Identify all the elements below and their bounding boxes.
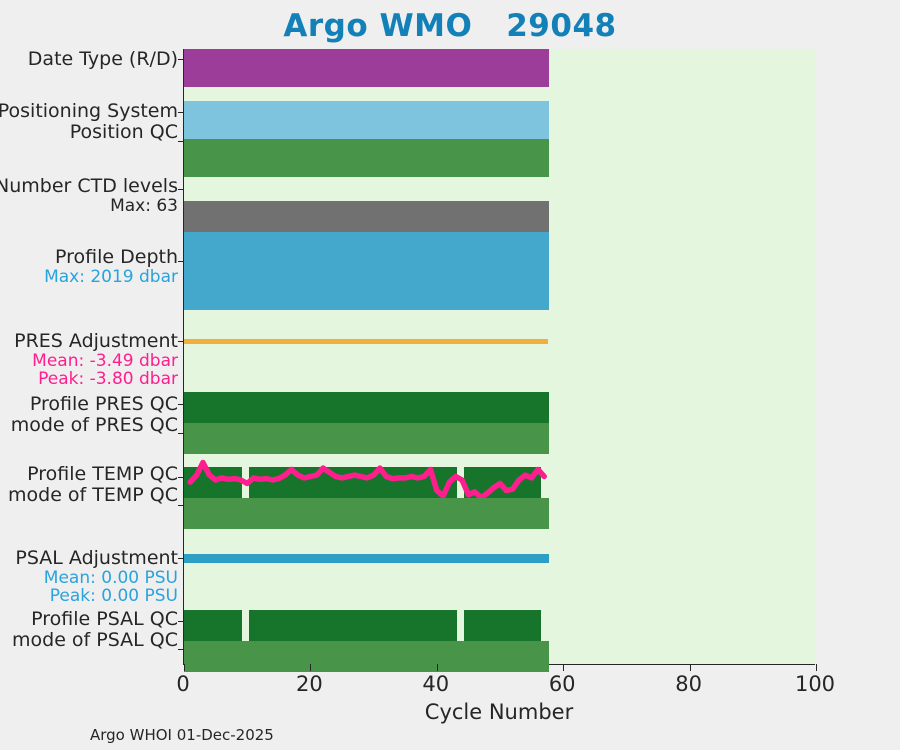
bar-segment [184, 610, 242, 641]
row-label-mode-of-psal-qc-text: mode of PSAL QC [12, 628, 178, 651]
row-label-pres-adjustment-mean: Mean: -3.49 dbar [32, 350, 178, 371]
row-label-psal-adjustment-mean: Mean: 0.00 PSU [43, 567, 178, 588]
row-label-psal-adjustment: PSAL Adjustment Mean: 0.00 PSU Peak: 0.0… [15, 548, 178, 605]
xtick-label-40: 40 [422, 672, 450, 696]
ytick-date-type [178, 59, 184, 60]
row-label-pres-adjustment: PRES Adjustment Mean: -3.49 dbar Peak: -… [14, 331, 178, 388]
xtick-label-100: 100 [794, 672, 836, 696]
row-label-profile-pres-qc: Profile PRES QC mode of PRES QC [11, 394, 178, 435]
bar-mode-of-temp-qc [184, 498, 549, 529]
row-label-mode-of-temp-qc-text: mode of TEMP QC [8, 483, 178, 506]
line-pres-adjustment [184, 339, 548, 344]
ytick-psal-adjustment [178, 558, 184, 559]
xtick-label-0: 0 [176, 672, 190, 696]
bar-segment [249, 467, 457, 498]
row-label-number-ctd-levels-text: Number CTD levels [0, 175, 178, 197]
bar-position-qc [184, 139, 549, 177]
row-label-psal-adjustment-peak: Peak: 0.00 PSU [49, 585, 178, 606]
bar-segment [464, 610, 541, 641]
row-label-pres-adjustment-text: PRES Adjustment [14, 330, 178, 352]
row-label-position-qc-text: Position QC [69, 120, 178, 143]
bar-segment [249, 610, 457, 641]
bar-date-type [184, 49, 549, 87]
row-label-profile-temp-qc-text: Profile TEMP QC [27, 463, 178, 485]
row-label-number-ctd-levels-max: Max: 63 [110, 195, 178, 216]
row-label-profile-psal-qc: Profile PSAL QC mode of PSAL QC [12, 609, 178, 650]
row-label-pres-adjustment-peak: Peak: -3.80 dbar [38, 368, 178, 389]
bar-profile-psal-qc [184, 610, 549, 641]
ytick-position-qc [178, 141, 184, 142]
xtick-label-60: 60 [548, 672, 576, 696]
xtick-label-80: 80 [675, 672, 702, 696]
row-label-profile-psal-qc-text: Profile PSAL QC [31, 608, 178, 630]
row-label-positioning-system-text: Positioning System [0, 100, 178, 122]
page-title: Argo WMO 29048 [283, 8, 617, 44]
row-label-psal-adjustment-text: PSAL Adjustment [15, 547, 178, 569]
row-label-profile-depth-text: Profile Depth [55, 246, 178, 268]
ytick-mode-of-psal-qc [178, 649, 184, 650]
bar-segment [464, 467, 541, 498]
bar-profile-depth [184, 232, 549, 310]
ytick-mode-of-pres-qc [178, 433, 184, 434]
bar-positioning-system [184, 101, 549, 139]
row-label-number-ctd-levels: Number CTD levels Max: 63 [0, 176, 178, 215]
row-label-mode-of-pres-qc-text: mode of PRES QC [10, 413, 178, 436]
row-label-date-type-text: Date Type (R/D) [27, 48, 178, 70]
bar-segment [184, 392, 549, 423]
ytick-profile-pres-qc [178, 404, 184, 405]
row-label-positioning-system: Positioning System Position QC [0, 101, 178, 142]
ytick-profile-depth [178, 261, 184, 262]
plot-area [178, 49, 817, 672]
xtick-0 [184, 664, 185, 671]
row-label-profile-depth: Profile Depth Max: 2019 dbar [44, 247, 178, 286]
xtick-label-20: 20 [296, 672, 323, 696]
ytick-number-ctd-levels [178, 189, 184, 190]
xtick-20 [310, 664, 312, 671]
xtick-40 [436, 664, 438, 671]
x-axis-title: Cycle Number [424, 700, 574, 724]
figure-footer: Argo WHOI 01-Dec-2025 [90, 726, 274, 744]
ytick-profile-psal-qc [178, 621, 184, 622]
bar-profile-pres-qc [184, 392, 549, 423]
xtick-60 [563, 664, 565, 671]
bar-mode-of-psal-qc [184, 641, 549, 672]
ytick-mode-of-temp-qc [178, 505, 184, 506]
row-label-profile-temp-qc: Profile TEMP QC mode of TEMP QC [8, 464, 178, 505]
row-label-profile-pres-qc-text: Profile PRES QC [29, 393, 178, 415]
ytick-positioning-system [178, 112, 184, 113]
bar-mode-of-pres-qc [184, 423, 549, 454]
ytick-profile-temp-qc [178, 477, 184, 478]
xtick-80 [689, 664, 691, 671]
bar-segment [184, 467, 242, 498]
row-label-profile-depth-max: Max: 2019 dbar [44, 266, 178, 287]
row-label-date-type: Date Type (R/D) [28, 49, 178, 70]
xtick-100 [816, 664, 817, 671]
ytick-pres-adjustment [178, 341, 184, 342]
bar-profile-temp-qc [184, 467, 549, 498]
line-psal-adjustment [184, 554, 549, 563]
